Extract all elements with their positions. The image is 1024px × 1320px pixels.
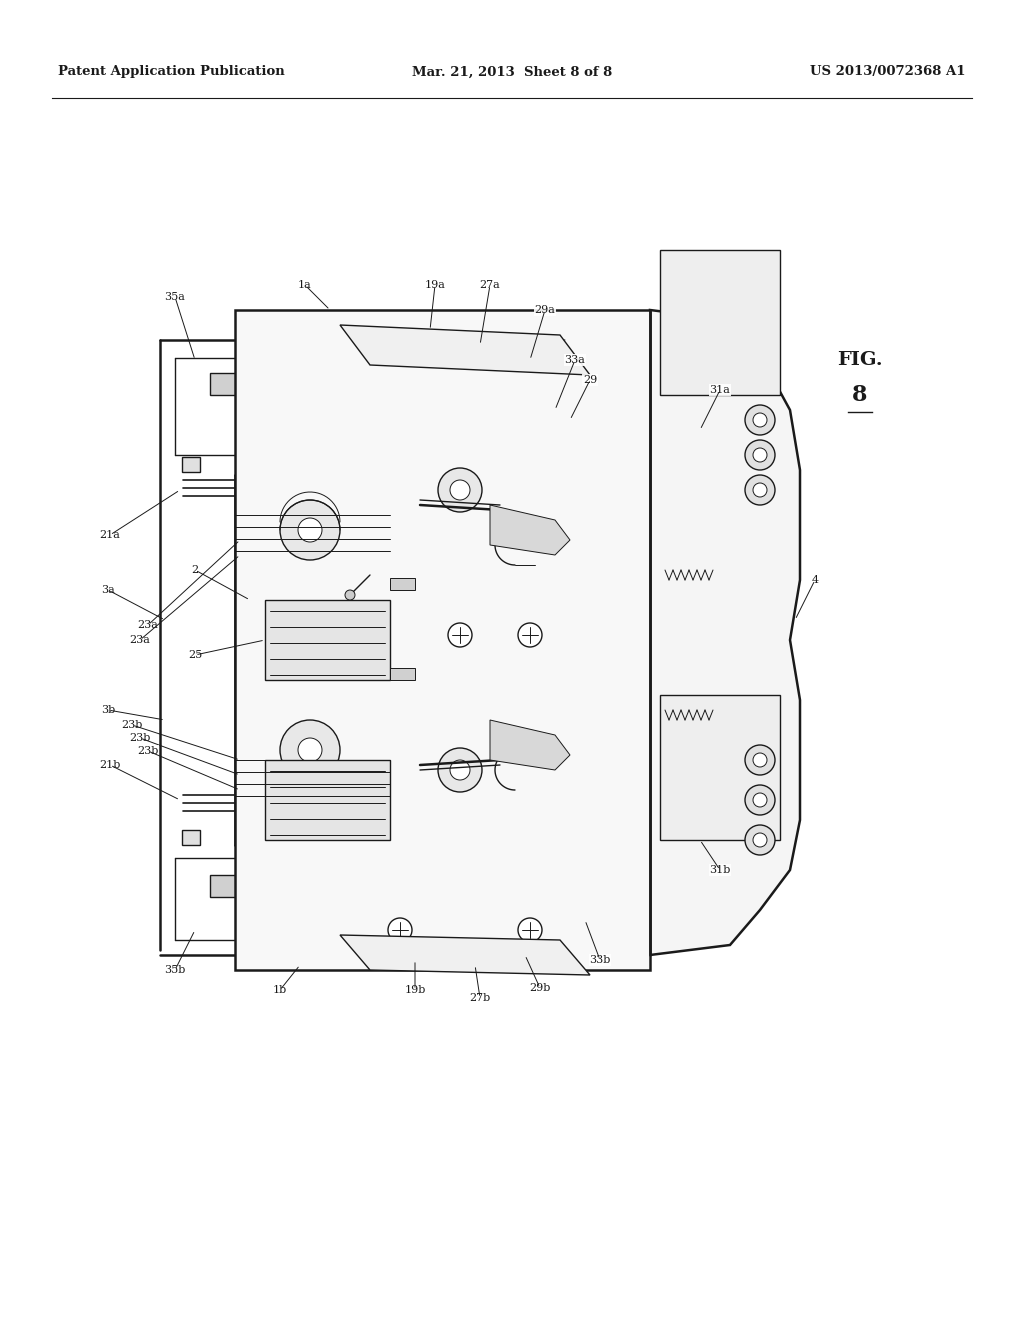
Bar — [182, 457, 200, 473]
Text: Patent Application Publication: Patent Application Publication — [58, 66, 285, 78]
Text: 21b: 21b — [99, 760, 121, 770]
Circle shape — [745, 405, 775, 436]
Bar — [234, 310, 650, 970]
Circle shape — [753, 413, 767, 426]
Text: 8: 8 — [852, 384, 867, 407]
Circle shape — [438, 748, 482, 792]
Circle shape — [753, 447, 767, 462]
Text: 4: 4 — [811, 576, 818, 585]
Text: 2: 2 — [191, 565, 199, 576]
Circle shape — [745, 475, 775, 506]
Text: 27b: 27b — [469, 993, 490, 1003]
Polygon shape — [340, 935, 590, 975]
Circle shape — [388, 338, 412, 362]
Bar — [210, 374, 265, 395]
Circle shape — [280, 719, 340, 780]
Polygon shape — [490, 719, 570, 770]
Circle shape — [438, 469, 482, 512]
Circle shape — [518, 338, 542, 362]
Text: 3b: 3b — [101, 705, 115, 715]
Text: 35b: 35b — [164, 965, 185, 975]
Circle shape — [518, 623, 542, 647]
Text: FIG.: FIG. — [838, 351, 883, 370]
Bar — [182, 830, 200, 845]
Circle shape — [345, 590, 355, 601]
Bar — [660, 696, 780, 840]
Bar — [390, 578, 415, 590]
Circle shape — [753, 752, 767, 767]
Bar — [265, 601, 390, 680]
Text: 1a: 1a — [298, 280, 312, 290]
Bar — [660, 249, 780, 395]
Text: 27a: 27a — [479, 280, 501, 290]
Polygon shape — [490, 506, 570, 554]
Circle shape — [280, 500, 340, 560]
Circle shape — [298, 517, 322, 543]
Circle shape — [745, 825, 775, 855]
Text: 1b: 1b — [272, 985, 287, 995]
Circle shape — [753, 833, 767, 847]
Circle shape — [449, 623, 472, 647]
Bar — [390, 668, 415, 680]
Text: 29a: 29a — [535, 305, 555, 315]
Circle shape — [388, 917, 412, 942]
Bar — [275, 374, 305, 392]
Text: 33a: 33a — [564, 355, 586, 366]
Text: 29: 29 — [583, 375, 597, 385]
Circle shape — [450, 480, 470, 500]
Text: 3a: 3a — [101, 585, 115, 595]
Circle shape — [745, 785, 775, 814]
Polygon shape — [340, 325, 590, 375]
Text: 23b: 23b — [121, 719, 142, 730]
Text: 19a: 19a — [425, 280, 445, 290]
Circle shape — [745, 744, 775, 775]
Text: 29b: 29b — [529, 983, 551, 993]
Text: Mar. 21, 2013  Sheet 8 of 8: Mar. 21, 2013 Sheet 8 of 8 — [412, 66, 612, 78]
Circle shape — [298, 738, 322, 762]
Text: 35a: 35a — [165, 292, 185, 302]
Polygon shape — [490, 735, 545, 770]
Text: 25: 25 — [187, 649, 202, 660]
Text: 23a: 23a — [130, 635, 151, 645]
Text: 23a: 23a — [137, 620, 159, 630]
Text: 23b: 23b — [137, 746, 159, 756]
Bar — [210, 875, 265, 898]
Circle shape — [753, 793, 767, 807]
Text: 31a: 31a — [710, 385, 730, 395]
Text: 19b: 19b — [404, 985, 426, 995]
Circle shape — [745, 440, 775, 470]
Text: US 2013/0072368 A1: US 2013/0072368 A1 — [811, 66, 966, 78]
Circle shape — [518, 917, 542, 942]
Polygon shape — [490, 510, 545, 545]
Bar — [265, 760, 390, 840]
Text: 31b: 31b — [710, 865, 731, 875]
Circle shape — [753, 483, 767, 498]
Circle shape — [450, 760, 470, 780]
Text: 21a: 21a — [99, 531, 121, 540]
Polygon shape — [650, 310, 800, 954]
Text: 23b: 23b — [129, 733, 151, 743]
Text: 33b: 33b — [590, 954, 610, 965]
